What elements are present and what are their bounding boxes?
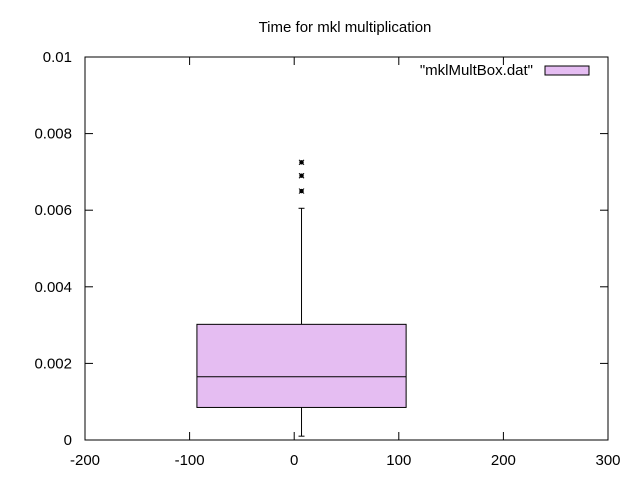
x-tick-label: -200 [70,452,100,469]
x-tick-label: -100 [175,452,205,469]
chart-title: Time for mkl multiplication [259,19,432,36]
x-tick-label: 300 [595,452,620,469]
outlier-point [298,159,305,166]
outlier-stroke [298,172,305,179]
y-tick-label: 0 [64,432,72,449]
x-tick-label: 0 [290,452,298,469]
legend-swatch [544,65,590,76]
plot-frame [84,56,609,441]
box-iqr [196,323,407,408]
legend: "mklMultBox.dat" [420,62,590,79]
outlier-stroke [298,159,305,166]
tick-layer: 0 0.002 0.004 0.006 0.008 0.01 -200 -100 0 100 200… [34,49,620,469]
outlier-stroke [298,188,305,194]
y-tick-label: 0.004 [34,279,72,296]
y-tick-label: 0.01 [43,49,72,66]
y-tick-label: 0.002 [34,355,72,372]
outlier-point [298,172,305,179]
outlier-point [298,188,305,194]
legend-label: "mklMultBox.dat" [420,62,533,79]
x-tick-label: 200 [491,452,516,469]
x-tick-label: 100 [386,452,411,469]
y-tick-label: 0.008 [34,126,72,143]
y-tick-label: 0.006 [34,202,72,219]
box-layer [196,159,407,437]
